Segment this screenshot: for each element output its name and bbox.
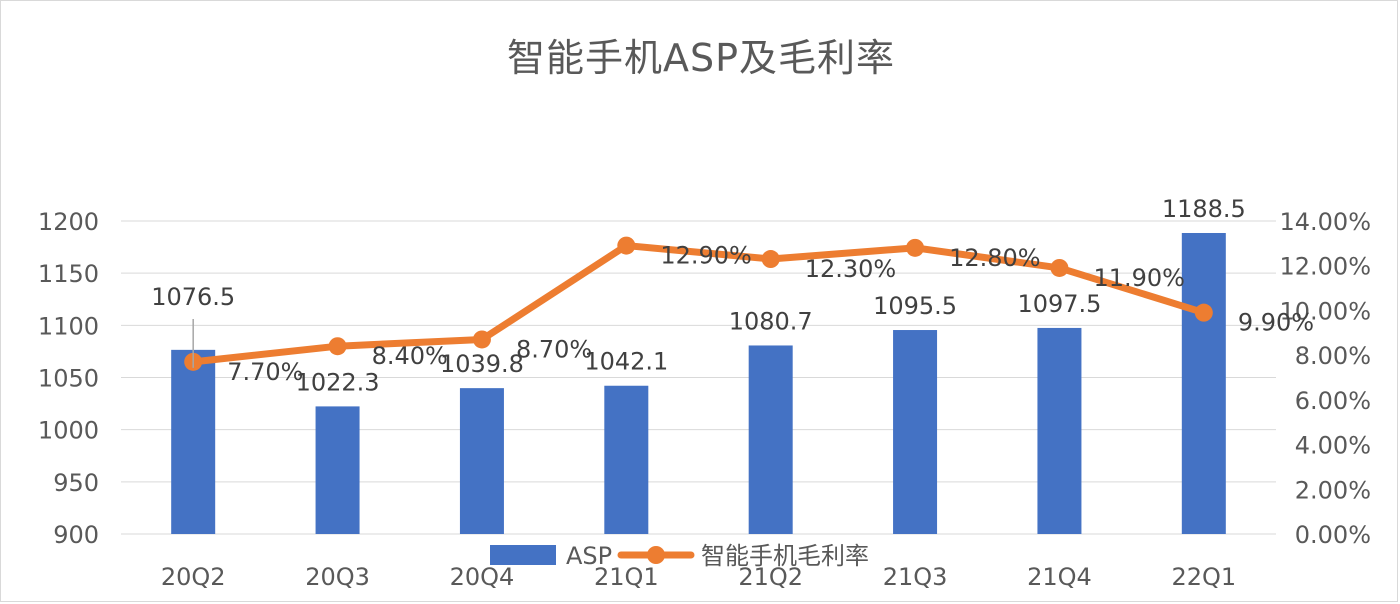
bar (1037, 327, 1082, 534)
y-left-tick-label: 1200 (38, 208, 99, 236)
y-right-tick-label: 4.00% (1295, 432, 1371, 460)
line-data-label: 12.90% (660, 242, 752, 270)
bar-data-label: 1095.5 (873, 292, 957, 320)
bar (1181, 232, 1226, 534)
y-left-tick-label: 1100 (38, 312, 99, 340)
y-right-tick-label: 0.00% (1295, 521, 1371, 549)
bar-data-label: 1097.5 (1017, 290, 1101, 318)
y-right-tick-label: 14.00% (1279, 208, 1371, 236)
bar-data-label: 1039.8 (440, 350, 524, 378)
x-tick-label: 22Q1 (1171, 563, 1236, 591)
x-tick-label: 21Q2 (738, 563, 803, 591)
line-point (472, 330, 491, 349)
y-left-tick-label: 1000 (38, 417, 99, 445)
line-point (328, 337, 347, 356)
bar-data-label: 1042.1 (584, 348, 668, 376)
x-tick-label: 21Q4 (1027, 563, 1092, 591)
y-right-tick-label: 2.00% (1295, 476, 1371, 504)
y-right-tick-label: 6.00% (1295, 387, 1371, 415)
bar-data-label: 1080.7 (729, 307, 813, 335)
line-series-path (189, 242, 1208, 366)
bar (315, 406, 360, 534)
bar (893, 330, 938, 534)
line-data-label: 11.90% (1093, 264, 1185, 292)
line-point (617, 236, 636, 255)
y-left-tick-label: 1150 (38, 260, 99, 288)
bar (748, 345, 793, 534)
y-right-tick-label: 8.00% (1295, 342, 1371, 370)
line-data-label: 7.70% (227, 358, 303, 386)
line-data-label: 8.40% (372, 342, 448, 370)
x-tick-label: 21Q1 (594, 563, 659, 591)
legend-label-margin: 智能手机毛利率 (701, 542, 869, 570)
line-data-label: 9.90% (1238, 309, 1314, 337)
bar (459, 388, 504, 534)
y-left-tick-label: 900 (53, 521, 99, 549)
bar (171, 349, 216, 534)
y-left-tick-label: 1050 (38, 365, 99, 393)
bar (604, 385, 649, 534)
y-left-tick-label: 950 (53, 469, 99, 497)
x-tick-label: 20Q2 (161, 563, 226, 591)
x-tick-label: 20Q3 (305, 563, 370, 591)
x-tick-label: 21Q3 (883, 563, 948, 591)
line-point (1194, 303, 1213, 322)
y-right-tick-label: 10.00% (1279, 297, 1371, 325)
line-point (761, 250, 780, 269)
line-point (906, 238, 925, 257)
x-tick-label: 20Q4 (450, 563, 515, 591)
bar-data-label: 1022.3 (296, 368, 380, 396)
line-data-label: 8.70% (516, 335, 592, 363)
y-right-tick-label: 12.00% (1279, 253, 1371, 281)
legend-marker-margin (647, 546, 665, 564)
line-point (1050, 258, 1069, 277)
chart-title: 智能手机ASP及毛利率 (506, 36, 896, 80)
legend-label-asp: ASP (566, 542, 612, 570)
line-data-label: 12.80% (949, 244, 1041, 272)
line-data-label: 12.30% (805, 255, 897, 283)
legend-swatch-asp (490, 545, 556, 565)
bar-data-label: 1076.5 (151, 283, 235, 311)
bar-data-label: 1188.5 (1162, 195, 1246, 223)
